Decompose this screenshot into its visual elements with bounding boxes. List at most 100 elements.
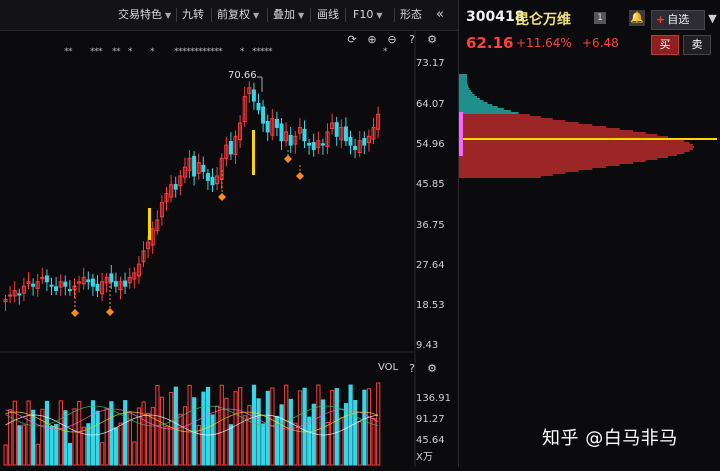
candle-body <box>150 228 155 246</box>
volume-bar <box>58 400 63 466</box>
volume-bar <box>113 427 119 466</box>
candle-body <box>169 184 174 198</box>
volume-bar <box>205 386 211 466</box>
volume-ma-line <box>5 408 379 430</box>
candle-body <box>86 279 91 283</box>
buy-button[interactable]: 买 <box>651 35 679 55</box>
chip-bar <box>459 144 693 146</box>
adjust-label: 前复权 <box>217 8 250 21</box>
volume-bar <box>132 441 137 466</box>
volume-tick: 136.91 <box>416 393 451 404</box>
chip-bar <box>459 134 658 136</box>
volume-tick: 45.64 <box>416 435 445 446</box>
add-watchlist-label: 自选 <box>667 13 690 26</box>
refresh-icon[interactable]: ⟳ <box>347 33 357 46</box>
chip-bar <box>459 150 690 152</box>
candle-body <box>44 275 49 283</box>
volume-bar <box>238 387 243 466</box>
candle-body <box>54 286 59 292</box>
candle-body <box>330 122 335 129</box>
volume-bar <box>49 425 54 466</box>
volume-bar <box>159 396 165 466</box>
overlay-menu[interactable]: 叠加 ▼ <box>273 7 304 23</box>
candle-body <box>357 140 362 154</box>
candle-body <box>307 142 312 146</box>
help-icon[interactable]: ? <box>409 33 415 46</box>
candle-body <box>376 113 381 130</box>
price-tick: 54.96 <box>416 139 445 150</box>
zoom-in-icon[interactable]: ⊕ <box>367 33 377 46</box>
candle-body <box>343 126 348 142</box>
double-chevron-left-icon[interactable]: « <box>436 7 444 22</box>
candle-body <box>339 126 344 141</box>
settings-icon[interactable]: ⚙ <box>427 362 437 375</box>
candle-body <box>100 281 105 295</box>
volume-bar <box>90 400 96 466</box>
chip-distribution <box>459 74 717 178</box>
volume-bar <box>95 410 100 466</box>
volume-bar <box>67 442 73 466</box>
candle-body <box>182 166 187 178</box>
candle-body <box>155 219 160 231</box>
kline-svg: * * * * * * * * * * * * * * * * * * * * * * * * * * * * <box>0 30 416 467</box>
price-tick: 73.17 <box>416 58 445 69</box>
candle-body <box>233 135 238 156</box>
candle-body <box>127 276 132 284</box>
chip-bar <box>459 88 470 90</box>
candle-body <box>49 284 54 287</box>
candle-body <box>316 140 321 148</box>
chip-bar <box>459 120 566 122</box>
draw-line-button[interactable]: 画线 <box>317 8 339 21</box>
kline-chart[interactable]: * * * * * * * * * * * * * * * * * * * * * * * * * * * * ⟳ ⊕ ⊖ ? ⚙ 7… <box>0 30 458 467</box>
volume-bar <box>81 426 86 466</box>
volume-bar <box>362 389 367 466</box>
volume-bar <box>224 397 229 466</box>
stock-change-pct: +11.64% <box>516 36 572 50</box>
volume-bar <box>215 405 220 466</box>
chip-bar <box>459 108 504 110</box>
chip-bar <box>459 154 678 156</box>
stock-name[interactable]: 昆仑万维 <box>515 12 571 28</box>
nine-turn-button[interactable]: 九转 <box>182 8 204 21</box>
volume-bar <box>330 390 335 466</box>
plus-icon: + <box>656 13 666 26</box>
signal-star: * <box>128 47 133 57</box>
chevron-down-icon: ▼ <box>253 11 260 20</box>
candle-body <box>132 272 137 280</box>
chip-bar <box>459 96 477 98</box>
stock-change: +6.48 <box>582 36 619 50</box>
stock-code: 300418 <box>466 9 525 25</box>
candle-body <box>279 123 284 142</box>
chip-bar <box>459 74 467 76</box>
bell-icon[interactable]: 🔔 <box>629 10 645 26</box>
adjust-menu[interactable]: 前复权 ▼ <box>217 7 259 23</box>
settings-icon[interactable]: ⚙ <box>427 33 437 46</box>
shape-button[interactable]: 形态 <box>400 8 422 21</box>
add-watchlist-button[interactable]: + 自选 <box>651 10 705 30</box>
chevron-down-icon[interactable]: ▼ <box>708 12 717 25</box>
volume-ma-line <box>5 405 379 427</box>
volume-bar <box>40 408 45 466</box>
sell-button[interactable]: 卖 <box>683 35 711 55</box>
candle-body <box>141 250 146 263</box>
signal-star: * <box>218 47 223 57</box>
candle-body <box>353 145 358 151</box>
chip-bar <box>459 110 511 112</box>
f10-menu[interactable]: F10 ▼ <box>353 7 382 23</box>
chip-bar <box>459 152 685 154</box>
signal-star: * <box>90 47 95 57</box>
volume-bar <box>146 413 151 466</box>
f10-label: F10 <box>353 8 374 21</box>
chip-bar <box>459 170 579 172</box>
help-icon[interactable]: ? <box>409 362 415 375</box>
signal-star: * <box>252 47 257 57</box>
overlay-label: 叠加 <box>273 8 295 21</box>
candle-body <box>362 138 367 146</box>
volume-bar <box>288 398 293 466</box>
chip-bar <box>459 148 693 150</box>
chip-bar <box>459 94 475 96</box>
trade-features-menu[interactable]: 交易特色 ▼ <box>118 7 171 23</box>
chip-bar <box>459 92 473 94</box>
candle-body <box>159 201 164 218</box>
zoom-out-icon[interactable]: ⊖ <box>387 33 397 46</box>
